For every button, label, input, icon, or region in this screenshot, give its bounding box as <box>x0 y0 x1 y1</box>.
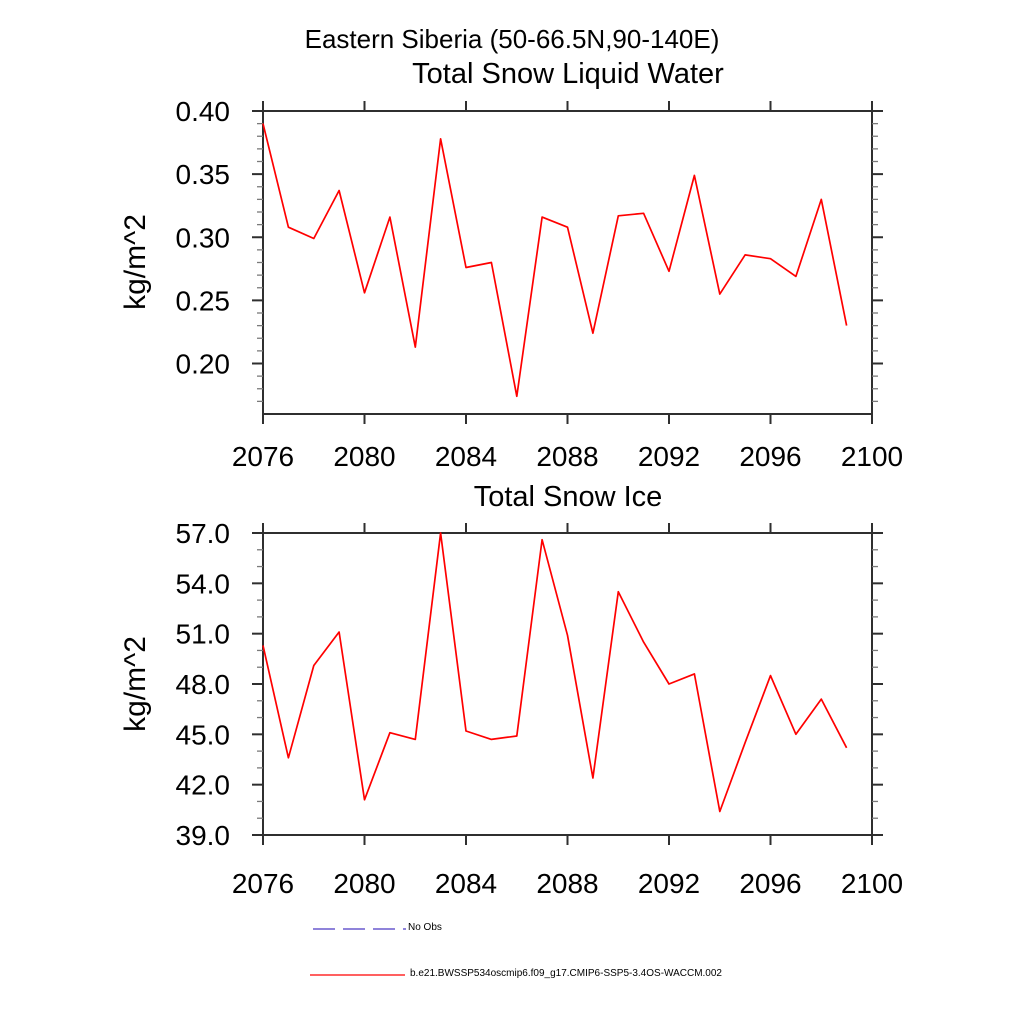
x-tick-label: 2092 <box>638 441 700 472</box>
x-tick-label: 2076 <box>232 441 294 472</box>
chart1-data-line <box>262 123 848 398</box>
y-tick-label: 0.20 <box>176 349 231 380</box>
figure-title: Eastern Siberia (50-66.5N,90-140E) <box>304 24 720 54</box>
y-tick-label: 39.0 <box>176 820 231 851</box>
y-tick-label: 48.0 <box>176 669 231 700</box>
chart2-data-line <box>262 532 848 813</box>
legend-label-no-obs: No Obs <box>408 922 442 933</box>
y-tick-label: 45.0 <box>176 719 231 750</box>
y-tick-label: 0.40 <box>176 96 231 127</box>
x-tick-label: 2096 <box>739 441 801 472</box>
x-tick-label: 2100 <box>841 868 903 899</box>
x-tick-label: 2076 <box>232 868 294 899</box>
y-tick-label: 51.0 <box>176 619 231 650</box>
chart2-frame <box>262 532 873 836</box>
x-tick-label: 2080 <box>333 441 395 472</box>
legend-label-model-run: b.e21.BWSSP534oscmip6.f09_g17.CMIP6-SSP5… <box>410 968 722 979</box>
y-tick-label: 57.0 <box>176 518 231 549</box>
y-tick-label: 0.30 <box>176 222 231 253</box>
x-tick-label: 2092 <box>638 868 700 899</box>
x-tick-label: 2088 <box>536 868 598 899</box>
x-tick-label: 2084 <box>435 441 497 472</box>
chart1-frame <box>262 110 873 415</box>
x-tick-label: 2100 <box>841 441 903 472</box>
x-tick-label: 2096 <box>739 868 801 899</box>
x-tick-label: 2084 <box>435 868 497 899</box>
chart1-title: Total Snow Liquid Water <box>412 58 724 90</box>
y-tick-label: 42.0 <box>176 770 231 801</box>
chart2-title: Total Snow Ice <box>473 481 663 513</box>
y-tick-label: 0.35 <box>176 159 231 190</box>
y-tick-label: 54.0 <box>176 568 231 599</box>
x-tick-label: 2080 <box>333 868 395 899</box>
y-tick-label: 0.25 <box>176 285 231 316</box>
x-tick-label: 2088 <box>536 441 598 472</box>
